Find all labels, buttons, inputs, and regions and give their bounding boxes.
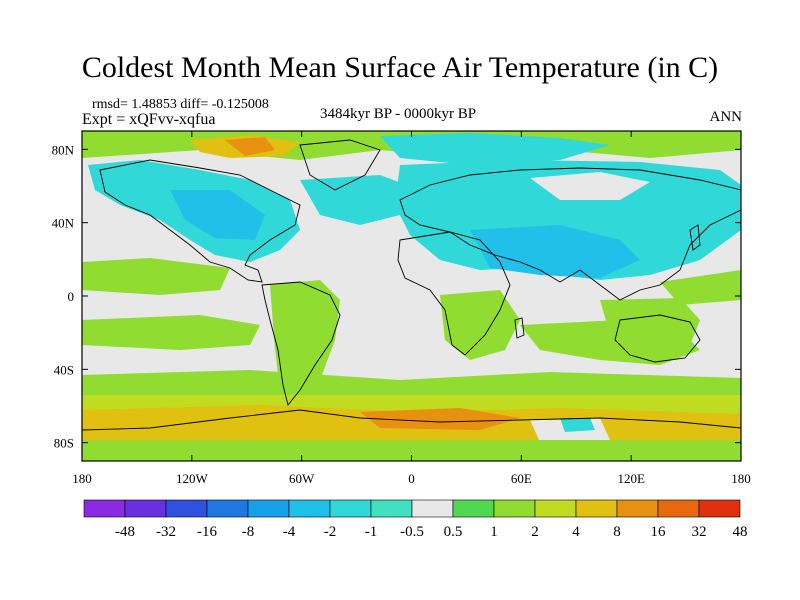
- coast-north-america: [99, 159, 301, 283]
- colorbar-label: 8: [613, 524, 621, 540]
- colorbar-label: 48: [733, 524, 748, 540]
- x-tick-label: 60E: [511, 471, 532, 486]
- coast-madagascar: [514, 317, 525, 339]
- coast-eurasia: [399, 167, 741, 301]
- colorbar-box: [411, 499, 454, 518]
- y-tick-label: 80S: [54, 436, 74, 451]
- field-arctic-orange-2: [225, 137, 275, 156]
- colorbar-label: -32: [156, 524, 176, 540]
- field-eurasia-blue: [470, 225, 640, 278]
- field-pacific-east-green: [660, 270, 741, 305]
- colorbar-label: -0.5: [400, 524, 424, 540]
- y-tick-label: 40N: [52, 216, 75, 231]
- field-tropical-south-america: [270, 280, 340, 400]
- colorbar-box: [452, 499, 495, 518]
- colorbar-box: [329, 499, 372, 518]
- y-tick-label: 40S: [54, 362, 74, 377]
- temperature-field: [82, 131, 741, 461]
- stats-text: rmsd= 1.48853 diff= -0.125008: [92, 97, 269, 112]
- field-antarctic-orange-2: [360, 408, 520, 430]
- colorbar-box: [493, 499, 536, 518]
- field-siberia-pale: [530, 172, 650, 200]
- field-antarctic-cyan: [560, 418, 595, 432]
- x-tick-label: 180: [731, 471, 751, 486]
- colorbar-label: 0.5: [444, 524, 463, 540]
- colorbar-box: [370, 499, 413, 518]
- colorbar-box: [247, 499, 290, 518]
- experiment-label: Expt = xQFvv-xqfua: [82, 111, 216, 128]
- coast-japan: [689, 224, 701, 251]
- x-tick-label: 120E: [617, 471, 645, 486]
- colorbar-box: [616, 499, 659, 518]
- colorbar-box: [534, 499, 577, 518]
- colorbar-label: -8: [242, 524, 255, 540]
- field-australia-green: [600, 298, 700, 350]
- colorbar-box: [698, 499, 741, 518]
- coast-greenland: [299, 139, 381, 191]
- y-tick-label: 80N: [52, 142, 75, 157]
- x-tick-label: 0: [408, 471, 415, 486]
- field-antarctic-green: [82, 440, 741, 461]
- x-axis: 180 120W 60W 0 60E 120E 180: [72, 131, 751, 486]
- colorbar-box: [165, 499, 208, 518]
- colorbar-label: 2: [531, 524, 539, 540]
- colorbar-box: [124, 499, 167, 518]
- coast-australia: [614, 314, 701, 363]
- field-southern-pacific-green: [82, 315, 260, 350]
- colorbar-label: -48: [115, 524, 135, 540]
- colorbar-box: [288, 499, 331, 518]
- period-label: 3484kyr BP - 0000kyr BP: [320, 106, 477, 122]
- colorbar-label: 32: [692, 524, 707, 540]
- coast-antarctica: [82, 409, 741, 431]
- x-tick-label: 120W: [176, 471, 209, 486]
- colorbar-label: -1: [365, 524, 378, 540]
- colorbar-label: -4: [283, 524, 296, 540]
- colorbar-label: 4: [572, 524, 580, 540]
- colorbar: -48 -32 -16 -8 -4 -2 -1 -0.5 0.5 1 2 4 8 16 32 48: [83, 499, 748, 540]
- colorbar-label: 16: [651, 524, 667, 540]
- x-tick-label: 60W: [289, 471, 315, 486]
- field-pacific-north-green: [82, 258, 230, 295]
- colorbar-box: [575, 499, 618, 518]
- y-axis: 80N 40N 0 40S 80S: [52, 142, 741, 451]
- colorbar-label: 1: [490, 524, 498, 540]
- field-arctic-teal: [380, 133, 610, 165]
- x-tick-label: 180: [72, 471, 92, 486]
- colorbar-box: [657, 499, 700, 518]
- colorbar-label: -16: [197, 524, 217, 540]
- coastlines: [82, 139, 741, 431]
- colorbar-label: -2: [324, 524, 337, 540]
- coast-africa: [397, 231, 511, 356]
- field-north-america-blue: [170, 190, 265, 240]
- plot-title: Coldest Month Mean Surface Air Temperatu…: [81, 51, 719, 84]
- y-tick-label: 0: [68, 289, 75, 304]
- season-label: ANN: [709, 109, 743, 125]
- colorbar-box: [206, 499, 249, 518]
- colorbar-box: [83, 499, 126, 518]
- field-africa-green: [440, 290, 520, 360]
- coast-south-america: [261, 281, 341, 406]
